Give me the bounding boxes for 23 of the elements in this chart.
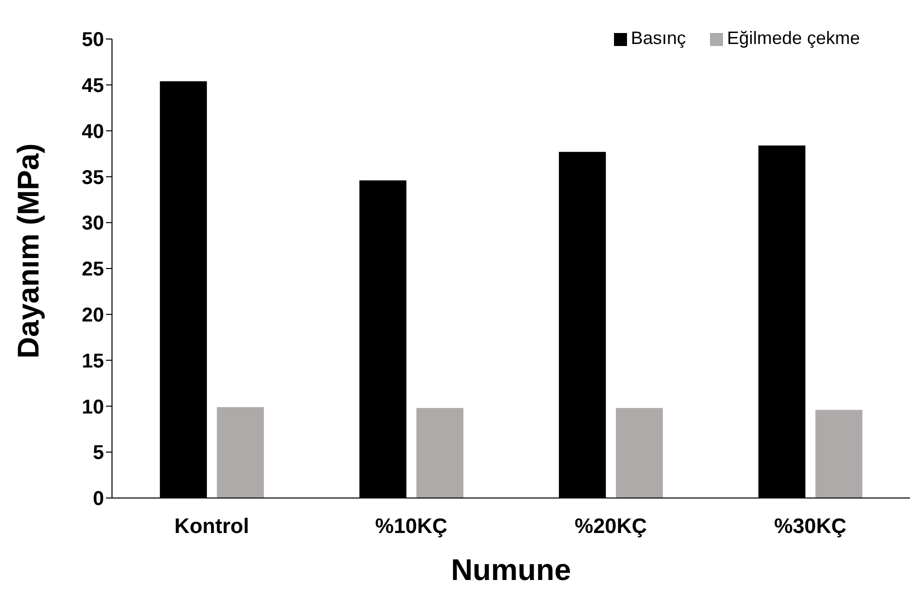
legend-label: Eğilmede çekme xyxy=(726,28,860,48)
x-tick-label: %30KÇ xyxy=(774,514,846,538)
y-axis-title: Dayanım (MPa) xyxy=(12,143,46,358)
y-tick-label: 30 xyxy=(82,212,104,235)
bar xyxy=(616,408,663,498)
x-tick-label: Kontrol xyxy=(174,514,250,538)
bar xyxy=(216,407,264,498)
x-tick-label: %20KÇ xyxy=(574,514,647,538)
legend-label: Basınç xyxy=(630,28,686,48)
y-tick-label: 0 xyxy=(92,488,104,510)
y-tick-label: 35 xyxy=(82,166,104,189)
y-tick-label: 20 xyxy=(82,304,104,326)
y-tick-label: 40 xyxy=(82,120,104,143)
y-tick-label: 10 xyxy=(82,396,104,418)
y-tick-label: 25 xyxy=(82,258,104,281)
y-tick-label: 15 xyxy=(82,350,104,372)
x-axis-title: Numune xyxy=(451,554,571,587)
x-tick-label: %10KÇ xyxy=(375,514,448,538)
y-tick-label: 45 xyxy=(82,75,104,97)
bar xyxy=(416,408,464,498)
y-tick-label: 50 xyxy=(82,29,104,52)
y-tick-label: 5 xyxy=(92,442,104,464)
bar xyxy=(815,410,862,498)
